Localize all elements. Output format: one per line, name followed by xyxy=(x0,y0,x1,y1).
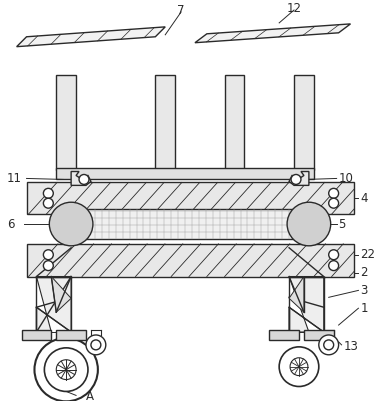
Circle shape xyxy=(319,335,339,355)
Circle shape xyxy=(44,348,88,391)
Bar xyxy=(56,330,86,340)
Text: 1: 1 xyxy=(360,302,368,315)
Circle shape xyxy=(287,202,331,246)
Bar xyxy=(27,244,354,276)
Circle shape xyxy=(43,188,53,198)
Circle shape xyxy=(329,250,339,260)
Bar xyxy=(27,183,354,214)
Polygon shape xyxy=(289,276,304,312)
Circle shape xyxy=(43,198,53,208)
Bar xyxy=(155,76,175,170)
Text: A: A xyxy=(86,390,94,403)
Text: 6: 6 xyxy=(7,217,14,231)
Text: 2: 2 xyxy=(360,266,368,279)
Polygon shape xyxy=(37,276,71,332)
Bar xyxy=(304,330,334,340)
Text: 13: 13 xyxy=(344,340,359,354)
Polygon shape xyxy=(71,172,91,185)
Bar xyxy=(269,330,299,340)
Polygon shape xyxy=(289,276,324,332)
Polygon shape xyxy=(195,24,351,43)
Circle shape xyxy=(86,335,106,355)
Bar xyxy=(81,209,299,239)
Text: 4: 4 xyxy=(360,192,368,205)
Polygon shape xyxy=(51,276,71,312)
Circle shape xyxy=(43,261,53,271)
Circle shape xyxy=(34,338,98,401)
Circle shape xyxy=(329,198,339,208)
Polygon shape xyxy=(289,172,309,185)
Circle shape xyxy=(279,347,319,387)
Bar xyxy=(56,168,314,179)
Circle shape xyxy=(49,202,93,246)
Circle shape xyxy=(291,175,301,184)
Bar xyxy=(22,330,51,340)
Text: 10: 10 xyxy=(339,172,354,185)
Text: 12: 12 xyxy=(287,2,301,15)
Circle shape xyxy=(43,250,53,260)
Bar xyxy=(294,76,314,170)
Text: 5: 5 xyxy=(339,217,346,231)
Polygon shape xyxy=(17,27,165,47)
Bar xyxy=(225,76,245,170)
Circle shape xyxy=(56,360,76,379)
Text: 7: 7 xyxy=(177,4,185,17)
Text: 22: 22 xyxy=(360,248,375,261)
Circle shape xyxy=(324,340,334,350)
Circle shape xyxy=(91,340,101,350)
Circle shape xyxy=(290,358,308,376)
Circle shape xyxy=(329,188,339,198)
Bar xyxy=(56,76,76,170)
Circle shape xyxy=(329,261,339,271)
Text: 3: 3 xyxy=(360,284,368,297)
Text: 11: 11 xyxy=(7,172,22,185)
Circle shape xyxy=(79,175,89,184)
